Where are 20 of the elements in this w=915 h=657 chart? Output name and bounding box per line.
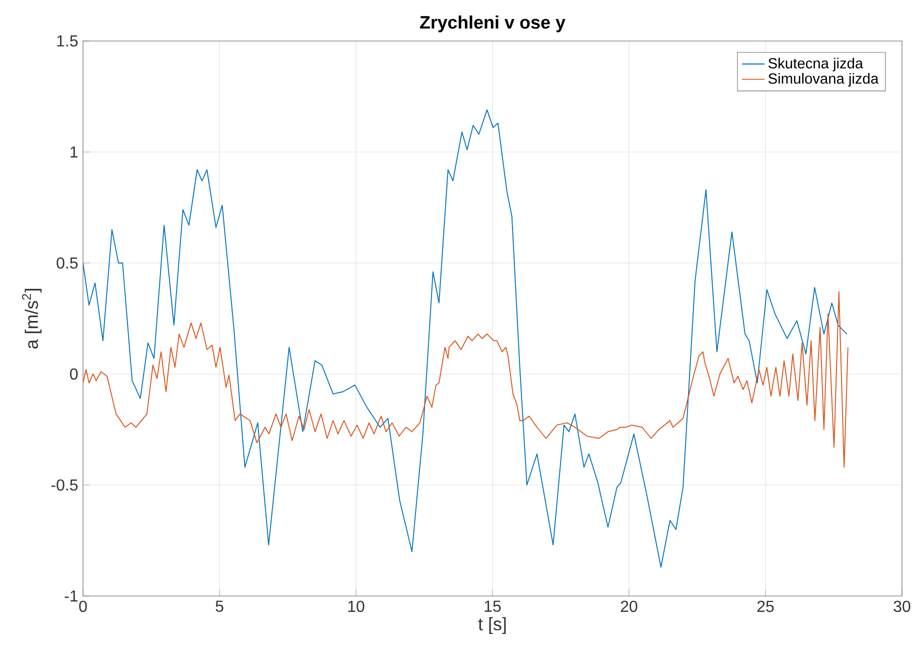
x-tick-label: 0 <box>79 600 87 612</box>
x-tick-label: 10 <box>348 600 364 612</box>
x-tick-label: 25 <box>757 600 774 612</box>
x-axis-title: t [s] <box>478 617 506 634</box>
legend-label: Skutecna jizda <box>768 58 864 72</box>
x-tick-label: 15 <box>484 600 501 612</box>
chart-title: Zrychleni v ose y <box>420 16 566 32</box>
line-series <box>83 109 848 568</box>
y-tick-label: 1 <box>70 146 78 158</box>
y-tick-label: 0.5 <box>56 257 78 269</box>
y-axis-title: a [m/s$^{2}$] <box>22 288 42 349</box>
x-tick-label: 20 <box>620 600 638 612</box>
legend-label: Simulovana jizda <box>768 72 879 87</box>
y-tick-label: 1.5 <box>57 35 78 47</box>
y-tick-label: -1 <box>64 590 78 602</box>
x-tick-label: 30 <box>894 600 910 612</box>
line-series <box>83 291 848 468</box>
y-tick-label: 0 <box>70 368 78 380</box>
y-tick-label: -0.5 <box>51 479 78 491</box>
x-tick-label: 5 <box>216 600 224 612</box>
